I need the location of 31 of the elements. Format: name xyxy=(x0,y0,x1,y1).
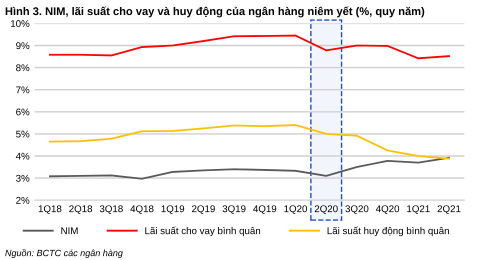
chart-title: Hình 3. NIM, lãi suất cho vay và huy động của ngân hàng niêm yết (%, quy năm) xyxy=(6,6,424,18)
legend-label: Lãi suất cho vay bình quân xyxy=(145,226,260,236)
x-tick-label: 2Q19 xyxy=(192,205,215,214)
line-series xyxy=(49,34,450,60)
x-tick-label: 2Q21 xyxy=(438,205,460,214)
y-tick-label: 2% xyxy=(16,196,30,204)
legend-label: Lãi suất huy động bình quân xyxy=(328,226,449,236)
y-tick-label: 5% xyxy=(16,130,30,138)
x-tick-label: 4Q18 xyxy=(130,205,154,214)
y-tick-label: 10% xyxy=(11,20,30,28)
text: Nguồn: BCTC các ngân hàng xyxy=(5,249,123,258)
y-tick-label: 6% xyxy=(16,108,30,116)
y-tick-label: 7% xyxy=(16,86,30,94)
x-tick-label: 4Q20 xyxy=(376,205,400,214)
x-tick-label: 2Q20 xyxy=(314,205,338,214)
y-tick-label: 3% xyxy=(16,174,30,182)
x-tick-label: 1Q21 xyxy=(407,205,430,214)
y-tick-label: 4% xyxy=(16,152,30,160)
legend-label: NIM xyxy=(61,227,78,234)
x-tick-label: 3Q19 xyxy=(222,205,246,214)
x-tick-label: 4Q19 xyxy=(253,205,276,214)
line-series xyxy=(49,124,450,160)
y-tick-label: 8% xyxy=(16,64,30,72)
x-tick-label: 3Q20 xyxy=(345,205,368,214)
line-series xyxy=(49,156,450,180)
y-tick-label: 9% xyxy=(16,42,30,50)
x-tick-label: 1Q20 xyxy=(284,205,308,214)
x-tick-label: 1Q18 xyxy=(38,205,62,214)
x-tick-label: 1Q19 xyxy=(162,205,184,214)
x-tick-label: 2Q18 xyxy=(69,205,92,214)
x-tick-label: 3Q18 xyxy=(100,205,123,214)
